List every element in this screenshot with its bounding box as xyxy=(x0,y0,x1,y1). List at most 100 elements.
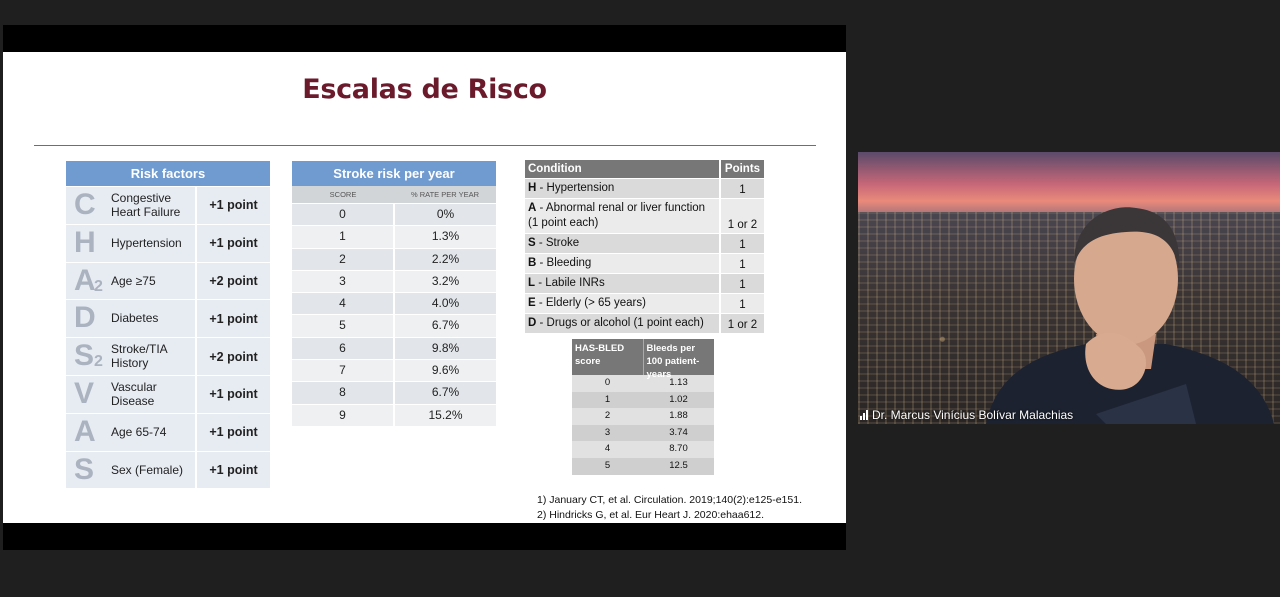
stroke-score: 2 xyxy=(292,248,395,270)
stroke-risk-table: Stroke risk per year SCORE % RATE PER YE… xyxy=(292,161,496,426)
bleeds-row: 4 8.70 xyxy=(572,441,714,458)
stroke-rate: 9.6% xyxy=(431,363,460,378)
bleeds-score: 2 xyxy=(604,410,611,422)
stroke-risk-row: 0 0% xyxy=(292,203,496,226)
hasbled-condition: B - Bleeding xyxy=(525,254,719,273)
bleeds-column-header: Bleeds per 100 patient-years xyxy=(646,343,700,380)
risk-factor-cell: S 2 Stroke/TIA History xyxy=(66,338,197,375)
stroke-risk-row: 5 6.7% xyxy=(292,314,496,337)
risk-factor-cell: S Sex (Female) xyxy=(66,451,197,489)
hasbled-score-column-header: HAS-BLED score xyxy=(572,339,644,375)
risk-factor-label: Diabetes xyxy=(111,311,159,326)
risk-factor-cell: H Hypertension xyxy=(66,224,197,262)
hasbled-letter: A xyxy=(528,202,537,214)
hasbled-points: 1 xyxy=(719,234,764,253)
stroke-risk-row: 2 2.2% xyxy=(292,247,496,270)
risk-factor-cell: D Diabetes xyxy=(66,300,197,338)
stroke-score: 5 xyxy=(292,315,395,337)
hasbled-points: 1 xyxy=(719,254,764,273)
bleeds-value: 3.74 xyxy=(669,426,688,438)
hasbled-condition-text: - Hypertension xyxy=(536,182,615,194)
hasbled-letter: E xyxy=(528,297,536,309)
bleeds-value: 12.5 xyxy=(669,459,688,471)
stroke-risk-row: 3 3.2% xyxy=(292,269,496,293)
risk-factor-row: H Hypertension +1 point xyxy=(66,223,270,262)
bleeds-row: 3 3.74 xyxy=(572,424,714,442)
risk-factor-points: +1 point xyxy=(209,462,258,477)
hasbled-condition: H - Hypertension xyxy=(525,179,719,198)
bleeds-value: 1.13 xyxy=(669,377,688,388)
risk-factor-row: A 2 Age ≥75 +2 point xyxy=(66,261,270,300)
bleeds-score: 4 xyxy=(604,443,611,455)
bleeds-row: 1 1.02 xyxy=(572,391,714,409)
hasbled-condition-text: - Drugs or alcohol (1 point each) xyxy=(536,317,704,329)
risk-factor-label: Age ≥75 xyxy=(111,273,156,288)
score-column-header: SCORE xyxy=(329,190,357,199)
stroke-risk-row: 7 9.6% xyxy=(292,359,496,382)
risk-factor-row: C Congestive Heart Failure +1 point xyxy=(66,186,270,224)
references: 1) January CT, et al. Circulation. 2019;… xyxy=(537,493,802,523)
title-divider xyxy=(34,145,816,146)
hasbled-condition-text: - Bleeding xyxy=(536,257,592,269)
risk-factor-row: V Vascular Disease +1 point xyxy=(66,374,270,413)
hasbled-letter: B xyxy=(528,257,537,269)
participant-video xyxy=(986,207,1274,424)
hasbled-condition-text: - Stroke xyxy=(535,237,580,249)
hasbled-row: E - Elderly (> 65 years) 1 xyxy=(525,293,764,313)
risk-factor-row: A Age 65-74 +1 point xyxy=(66,412,270,451)
risk-factor-cell: A Age 65-74 xyxy=(66,413,197,451)
stroke-rate: 2.2% xyxy=(431,251,460,266)
hasbled-table: Condition Points H - Hypertension 1 A - Ab… xyxy=(525,160,764,333)
risk-factor-label: Sex (Female) xyxy=(111,462,184,477)
signal-bars-icon xyxy=(860,410,868,420)
risk-factor-letter: H xyxy=(74,225,96,259)
risk-factor-points: +2 point xyxy=(209,273,258,288)
screen-share-area: Escalas de Risco Risk factors C Congestiv… xyxy=(3,25,846,550)
bleeds-row: 2 1.88 xyxy=(572,408,714,425)
stroke-score: 8 xyxy=(292,382,395,404)
bleeds-value: 8.70 xyxy=(669,443,688,455)
stroke-rate: 6.7% xyxy=(431,385,460,400)
hasbled-points: 1 or 2 xyxy=(719,314,764,333)
risk-factor-letter: D xyxy=(74,301,96,335)
hasbled-points: 1 xyxy=(719,274,764,293)
risk-factor-subscript: 2 xyxy=(94,277,103,295)
bleeds-score: 5 xyxy=(604,459,611,471)
points-column-header: Points xyxy=(719,160,764,178)
stroke-risk-subheader: SCORE % RATE PER YEAR xyxy=(292,186,496,203)
hasbled-row: L - Labile INRs 1 xyxy=(525,273,764,293)
hasbled-letter: D xyxy=(528,317,537,329)
reference-2: 2) Hindricks G, et al. Eur Heart J. 2020… xyxy=(537,509,765,521)
risk-factors-header: Risk factors xyxy=(66,161,270,186)
stroke-rate: 9.8% xyxy=(431,340,460,355)
risk-factor-letter: A xyxy=(74,414,96,448)
risk-factor-label: Stroke/TIA History xyxy=(111,342,168,371)
stroke-rate: 3.2% xyxy=(431,273,460,288)
risk-factor-points: +2 point xyxy=(209,349,258,364)
risk-factor-label: Age 65-74 xyxy=(111,424,167,439)
hasbled-condition-text: - Abnormal renal or liver function (1 po… xyxy=(528,202,706,229)
risk-factor-row: S 2 Stroke/TIA History +2 point xyxy=(66,337,270,375)
participant-name-bar: Dr. Marcus Vinícius Bolívar Malachias xyxy=(860,408,1073,422)
bleeds-score: 3 xyxy=(604,426,611,438)
risk-factor-label: Vascular Disease xyxy=(111,379,157,408)
condition-column-header: Condition xyxy=(528,163,582,175)
hasbled-condition-text: - Labile INRs xyxy=(535,277,605,289)
risk-factor-letter: S xyxy=(74,452,95,486)
reference-1: 1) January CT, et al. Circulation. 2019;… xyxy=(537,494,802,506)
bleeds-value: 1.88 xyxy=(669,410,688,422)
participant-video-tile[interactable]: Dr. Marcus Vinícius Bolívar Malachias xyxy=(858,152,1280,424)
stroke-rate: 6.7% xyxy=(431,318,460,333)
hasbled-header: Condition Points xyxy=(525,160,764,178)
risk-factor-points: +1 point xyxy=(209,236,258,251)
risk-factor-letter: V xyxy=(74,376,95,410)
hasbled-row: B - Bleeding 1 xyxy=(525,253,764,273)
risk-factor-letter: C xyxy=(74,188,96,221)
risk-factor-subscript: 2 xyxy=(94,353,103,371)
hasbled-condition: E - Elderly (> 65 years) xyxy=(525,294,719,313)
risk-factor-letter: S xyxy=(74,339,95,373)
rate-column-header: % RATE PER YEAR xyxy=(410,190,480,199)
bleeds-value: 1.02 xyxy=(669,393,688,405)
hasbled-row: S - Stroke 1 xyxy=(525,233,764,253)
stroke-score: 0 xyxy=(292,204,395,226)
